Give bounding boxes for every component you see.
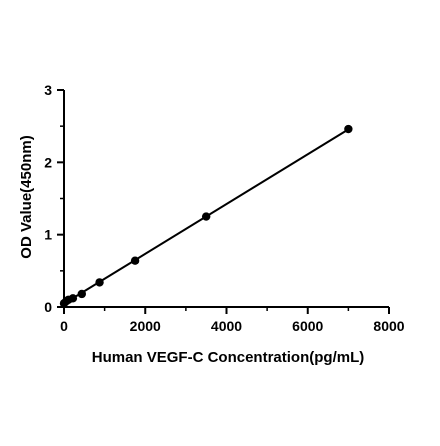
- x-tick-label: 2000: [130, 318, 161, 334]
- y-tick-label: 3: [44, 82, 52, 98]
- x-tick-label: 6000: [292, 318, 323, 334]
- x-tick-label: 0: [60, 318, 68, 334]
- x-tick-label: 8000: [373, 318, 404, 334]
- y-tick-label: 1: [44, 227, 52, 243]
- ticks: 0 2000 4000 6000 8000 0 1 2 3: [44, 82, 405, 334]
- y-tick-label: 0: [44, 299, 52, 315]
- data-point: [77, 289, 86, 299]
- x-tick-label: 4000: [211, 318, 242, 334]
- data-point: [344, 124, 353, 134]
- data-points: [59, 124, 353, 308]
- data-point: [95, 278, 104, 287]
- y-tick-label: 2: [44, 154, 52, 170]
- data-point: [68, 294, 78, 303]
- data-point: [130, 256, 140, 265]
- x-axis-title: Human VEGF-C Concentration(pg/mL): [92, 349, 365, 366]
- y-axis-title: OD Value(450nm): [18, 135, 35, 258]
- data-point: [201, 212, 211, 221]
